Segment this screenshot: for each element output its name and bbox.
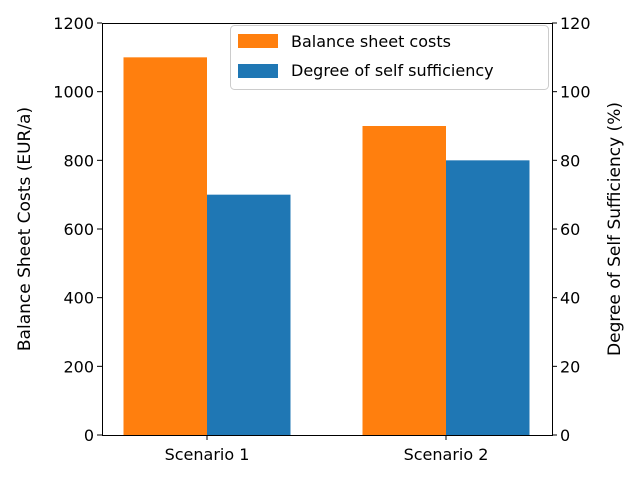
left-tick-label-1200: 1200 [53, 14, 94, 33]
bar-degree-of-self-sufficiency-scenario-2 [446, 160, 530, 436]
legend-frame [230, 25, 549, 90]
right-axis-ticks: 0 20 40 60 80 100 120 [552, 14, 591, 445]
bars-group [123, 57, 530, 436]
right-tick-label-40: 40 [560, 289, 580, 308]
left-tick-label-400: 400 [63, 289, 94, 308]
legend: Balance sheet costs Degree of self suffi… [230, 25, 549, 90]
left-tick-label-800: 800 [63, 151, 94, 170]
legend-swatch-balance-sheet-costs [238, 34, 278, 48]
left-axis-ticks: 0 200 400 600 800 1000 1200 [53, 14, 102, 445]
bar-degree-of-self-sufficiency-scenario-1 [207, 194, 291, 435]
right-tick-label-20: 20 [560, 357, 580, 376]
legend-label-degree-of-self-sufficiency: Degree of self sufficiency [291, 61, 494, 80]
x-tick-label-scenario-1: Scenario 1 [165, 445, 250, 464]
left-axis-label: Balance Sheet Costs (EUR/a) [15, 107, 35, 351]
x-tick-label-scenario-2: Scenario 2 [404, 445, 489, 464]
bar-balance-sheet-costs-scenario-1 [123, 57, 207, 435]
right-tick-label-100: 100 [560, 83, 591, 102]
left-tick-label-0: 0 [84, 426, 94, 445]
left-tick-label-600: 600 [63, 220, 94, 239]
right-tick-label-60: 60 [560, 220, 580, 239]
bar-balance-sheet-costs-scenario-2 [362, 126, 446, 435]
legend-swatch-degree-of-self-sufficiency [238, 64, 278, 78]
legend-label-balance-sheet-costs: Balance sheet costs [291, 32, 451, 51]
right-tick-label-80: 80 [560, 151, 580, 170]
right-tick-label-120: 120 [560, 14, 591, 33]
right-tick-label-0: 0 [560, 426, 570, 445]
left-tick-label-1000: 1000 [53, 83, 94, 102]
x-axis-ticks: Scenario 1 Scenario 2 [165, 435, 489, 464]
right-axis-label: Degree of Self Sufficiency (%) [605, 102, 625, 356]
left-tick-label-200: 200 [63, 357, 94, 376]
